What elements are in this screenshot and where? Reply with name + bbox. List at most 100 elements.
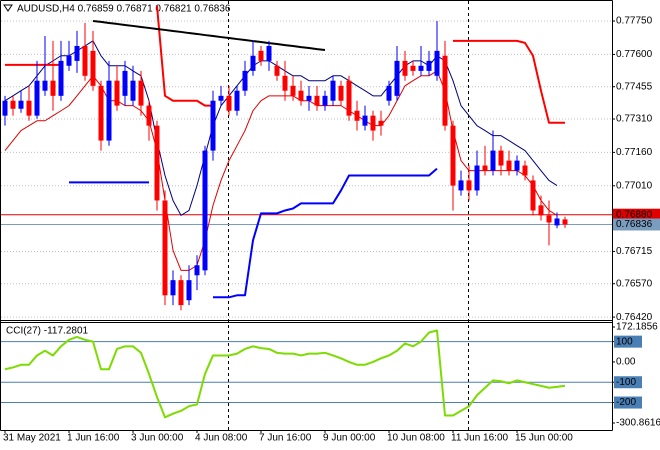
y-tick-label: -300.8616 — [616, 418, 660, 429]
candle-body — [146, 105, 152, 126]
candle-body — [370, 115, 376, 131]
candle-body — [338, 85, 344, 101]
y-tick-label: 0.77310 — [616, 114, 653, 125]
y-tick-label: 0.77750 — [616, 16, 653, 27]
candle-body — [466, 180, 472, 191]
candle-body — [90, 50, 96, 86]
y-tick-label: 0.76420 — [616, 312, 653, 323]
x-tick-label: 7 Jun 16:00 — [259, 433, 312, 444]
candle-body — [474, 165, 480, 191]
candle-body — [522, 165, 528, 176]
candle-body — [378, 120, 384, 126]
candle-body — [290, 85, 296, 96]
candle-body — [442, 55, 448, 126]
candle-body — [490, 150, 496, 171]
indicator-title: CCI(27) -117.2801 — [6, 326, 89, 337]
candle-body — [34, 80, 40, 116]
candle-body — [546, 215, 552, 223]
candle-body — [258, 50, 264, 61]
x-tick-label: 11 Jun 16:00 — [451, 433, 509, 444]
candle-body — [178, 280, 184, 306]
candle-body — [458, 180, 464, 191]
y-tick-label: 0.77160 — [616, 147, 653, 158]
candle-body — [186, 280, 192, 301]
candle-body — [2, 100, 8, 116]
candle-body — [130, 80, 136, 101]
candle-body — [210, 100, 216, 151]
frame — [0, 0, 613, 431]
candle-body — [226, 95, 232, 111]
candle-body — [306, 95, 312, 101]
x-tick-label: 4 Jun 08:00 — [195, 433, 248, 444]
candle-body — [138, 80, 144, 106]
candle-body — [234, 90, 240, 111]
candle-body — [18, 100, 24, 109]
candle-body — [418, 65, 424, 71]
candle-body — [202, 150, 208, 271]
candle-body — [10, 100, 16, 109]
x-tick-label: 10 Jun 08:00 — [387, 433, 445, 444]
indicator-line — [4, 40, 558, 216]
candle-body — [314, 95, 320, 106]
candle-body — [154, 125, 160, 201]
candle-body — [386, 85, 392, 101]
x-tick-label: 31 May 2021 — [3, 433, 61, 444]
candle-body — [322, 95, 328, 106]
indicator-line — [69, 167, 438, 299]
y-tick-label: 0.77600 — [616, 49, 653, 60]
y-tick-label: 0.77455 — [616, 81, 653, 92]
candle-body — [106, 80, 112, 141]
candle-body — [402, 60, 408, 76]
candle-body — [250, 55, 256, 71]
symbol-marker — [3, 4, 13, 12]
x-tick-label: 9 Jun 00:00 — [323, 433, 376, 444]
candle-body — [482, 165, 488, 171]
candle-body — [410, 65, 416, 71]
candle-body — [98, 85, 104, 141]
candle-body — [170, 280, 176, 296]
price-label-box — [613, 218, 660, 231]
candle-body — [346, 80, 352, 116]
candle-body — [74, 45, 80, 61]
candle-body — [554, 218, 560, 226]
candle-body — [498, 150, 504, 166]
candle-body — [282, 75, 288, 91]
candle-body — [506, 160, 512, 171]
x-tick-label: 1 Jun 16:00 — [67, 433, 120, 444]
candle-body — [354, 110, 360, 121]
candle-body — [50, 80, 56, 96]
y-tick-label: 0.00 — [616, 357, 636, 368]
y-tick-label: 0.76715 — [616, 246, 653, 257]
y-tick-label: -200 — [616, 397, 636, 408]
chart-title: AUDUSD,H4 0.76859 0.76871 0.76821 0.7683… — [17, 4, 231, 15]
level-label-box — [614, 396, 642, 409]
candle-body — [266, 45, 272, 61]
price-label-box — [613, 208, 660, 221]
y-tick-label: 0.77010 — [616, 180, 653, 191]
candle-body — [26, 100, 32, 116]
candle-body — [450, 125, 456, 186]
y-tick-label: -100 — [616, 377, 636, 388]
candle-body — [362, 115, 368, 126]
price-label: 0.76880 — [616, 209, 653, 220]
candle-body — [242, 70, 248, 91]
candle-body — [298, 90, 304, 101]
level-label-box — [614, 376, 642, 389]
indicator-line — [4, 329, 566, 419]
candle-body — [58, 60, 64, 96]
candle-body — [194, 265, 200, 276]
x-tick-label: 3 Jun 00:00 — [131, 433, 184, 444]
price-label: 0.76836 — [616, 219, 653, 230]
candle-body — [218, 95, 224, 101]
candle-body — [122, 70, 128, 96]
x-tick-label: 15 Jun 00:00 — [515, 433, 573, 444]
candle-body — [394, 60, 400, 96]
y-tick-label: 172.1856 — [616, 322, 658, 333]
candle-body — [530, 180, 536, 211]
candle-body — [66, 55, 72, 66]
indicator-line — [5, 5, 565, 124]
candle-body — [434, 50, 440, 76]
candle-body — [562, 219, 568, 225]
